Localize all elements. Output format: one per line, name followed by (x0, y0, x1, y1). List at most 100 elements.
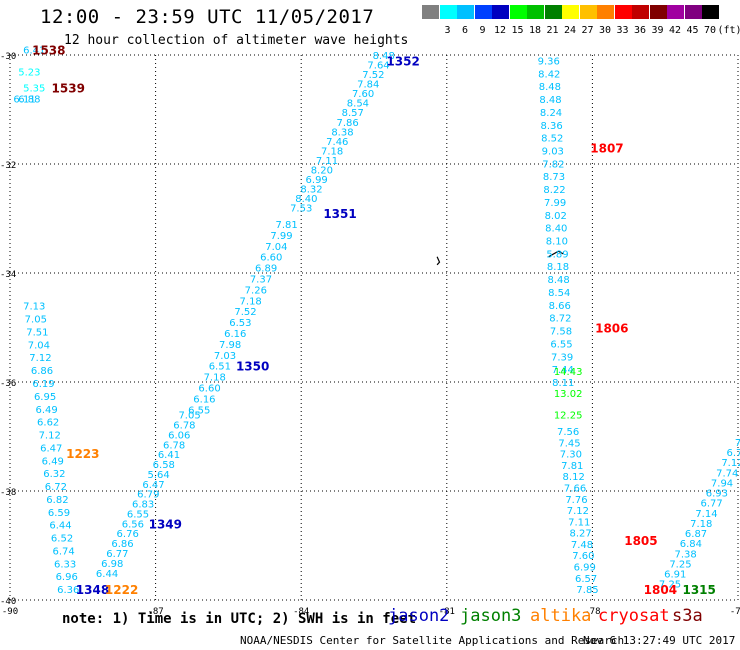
lon-axis-label: -78 (584, 607, 600, 617)
units-note: note: 1) Time is in UTC; 2) SWH is in fe… (62, 611, 417, 627)
wave-height-value: 8.22 (543, 185, 565, 196)
wave-height-value: 6.76 (117, 529, 139, 540)
wave-height-value: 6.11 (13, 95, 35, 106)
wave-height-value: 7.39 (551, 352, 573, 363)
wave-height-value: 8.11 (552, 378, 574, 389)
wave-height-value: 7.98 (219, 340, 241, 351)
wave-height-value: 8.42 (538, 69, 560, 80)
wave-height-value: 6.55 (127, 509, 149, 520)
legend-value-label: 36 (633, 25, 647, 36)
wave-height-value: 7.86 (336, 118, 358, 129)
wave-height-value: 6.49 (42, 456, 64, 467)
wave-height-value: 6.93 (706, 489, 728, 500)
wave-height-value: 6.19 (32, 379, 54, 390)
lon-axis-label: -90 (2, 607, 18, 617)
pass-id-label: 1222 (105, 583, 138, 597)
wave-height-value: 8.36 (540, 121, 562, 132)
legend-value-label: 6 (461, 25, 469, 36)
wave-height-value: 7.12 (39, 431, 61, 442)
wave-height-value: 7.9 (735, 438, 740, 449)
lat-axis-label: -40 (0, 597, 16, 607)
wave-height-value: 8.27 (569, 529, 591, 540)
legend-value-label: 12 (493, 25, 507, 36)
wave-height-value: 8.20 (311, 165, 333, 176)
wave-height-value: 6.47 (142, 480, 164, 491)
generation-timestamp: Nov 6 13:27:49 UTC 2017 (583, 634, 736, 647)
satellite-cryosat: cryosat (598, 606, 670, 626)
wave-height-value: 6.55 (550, 339, 572, 350)
legend-swatch (509, 5, 527, 19)
pass-id-label: 1804 (644, 583, 677, 597)
wave-height-value: 8.73 (543, 172, 565, 183)
wave-height-value: 6.86 (31, 366, 53, 377)
pass-id-label: 1315 (682, 583, 715, 597)
legend-value-label: 33 (616, 25, 629, 36)
legend-swatch (649, 5, 667, 19)
wave-height-value: 6.59 (48, 508, 70, 519)
wave-height-value: 7.53 (290, 204, 312, 215)
wave-height-value: 7.81 (276, 220, 298, 231)
wave-height-value: 7.25 (659, 580, 681, 591)
wave-height-value: 6.79 (137, 490, 159, 501)
pass-id-label: 1806 (595, 322, 628, 336)
lon-axis-label: -84 (293, 607, 309, 617)
wave-height-value: 6.96 (56, 572, 78, 583)
wave-height-value: 6.57 (575, 574, 597, 585)
wave-height-value: 7.11 (568, 517, 590, 528)
legend-value-label: 24 (563, 25, 577, 36)
lat-axis-label: -34 (0, 270, 16, 280)
wave-height-value: 8.48 (539, 95, 561, 106)
wave-height-value: 6.98 (101, 559, 123, 570)
wave-height-value: 7.12 (567, 506, 589, 517)
pass-id-label: 1351 (323, 207, 356, 221)
wave-height-value: 8.48 (373, 51, 395, 62)
wave-height-value: 7.74 (716, 468, 738, 479)
wave-height-value: 8.18 (547, 262, 569, 273)
pass-id-label: 1538 (32, 44, 65, 58)
pass-id-label: 1349 (149, 518, 182, 532)
legend-value-label: 45 (686, 25, 699, 36)
wave-height-value: 8.32 (300, 185, 322, 196)
satellite-jason2: jason2 (388, 606, 450, 626)
legend-swatch (527, 5, 544, 19)
wave-height-value: 6.47 (40, 443, 62, 454)
legend-unit-label: (ft) (717, 25, 740, 36)
wave-height-value: 7.04 (265, 242, 287, 253)
legend-swatch (439, 5, 457, 19)
wave-height-value: 6.74 (52, 546, 74, 557)
wave-height-value: 6.83 (132, 500, 154, 511)
wave-height-value: 8.10 (546, 237, 568, 248)
wave-height-value: 7.99 (270, 231, 292, 242)
wave-height-value: 7.76 (565, 495, 587, 506)
wave-height-value: 6.84 (680, 539, 702, 550)
wave-height-value: 7.38 (675, 549, 697, 560)
legend-swatch (544, 5, 562, 19)
wave-height-value: 6.52 (51, 534, 73, 545)
pass-id-label: 1352 (386, 54, 419, 68)
legend-value-label: 3 (444, 25, 451, 36)
map-title: 12:00 - 23:59 UTC 11/05/2017 (40, 6, 375, 28)
wave-height-value: 5.23 (18, 67, 40, 78)
wave-height-value: 7.46 (326, 137, 348, 148)
wave-height-value: 6.86 (111, 539, 133, 550)
wave-height-value: 6.41 (23, 46, 45, 57)
wave-height-value: 7.60 (352, 89, 374, 100)
pass-id-label: 1348 (76, 583, 109, 597)
wave-height-value: 5.35 (23, 84, 45, 95)
wave-height-value: 6.33 (54, 559, 76, 570)
legend-swatch (579, 5, 597, 19)
legend-swatch (632, 5, 649, 19)
wave-height-value: 7.56 (557, 427, 579, 438)
legend-value-label: 27 (581, 25, 594, 36)
wave-height-value: 6.44 (96, 569, 118, 580)
wave-height-value: 6.41 (158, 450, 180, 461)
wave-height-value: 7.66 (564, 483, 586, 494)
lat-axis-label: -32 (0, 161, 16, 171)
wave-height-value: 7.37 (250, 274, 272, 285)
wave-height-value: 8.40 (545, 224, 567, 235)
pass-id-label: 1539 (52, 82, 85, 96)
wave-height-value: 8.72 (549, 314, 571, 325)
legend-swatch (422, 5, 439, 19)
wave-height-value: 7.03 (214, 351, 236, 362)
wave-height-value: 7.11 (316, 156, 338, 167)
